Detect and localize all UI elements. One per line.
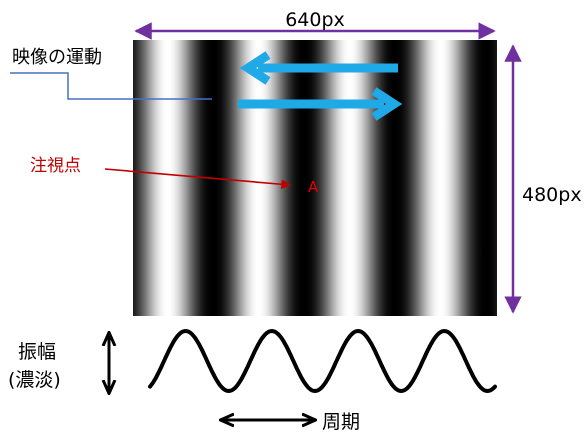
motion-arrow-right <box>238 87 403 121</box>
fixation-pointer-arrow <box>104 168 291 190</box>
period-label: 周期 <box>322 411 360 433</box>
fixation-label: 注視点 <box>30 156 81 176</box>
motion-arrow-left <box>239 51 398 85</box>
amplitude-label-line1: 振幅 <box>18 341 56 363</box>
fixation-marker: A <box>308 178 319 196</box>
height-label: 480px <box>522 184 582 206</box>
width-label: 640px <box>285 9 345 31</box>
amplitude-label-line2: (濃淡) <box>8 369 61 391</box>
grating-image <box>133 40 497 316</box>
motion-label-leader <box>10 72 212 100</box>
sine-wave <box>148 328 497 394</box>
motion-label: 映像の運動 <box>12 47 102 68</box>
